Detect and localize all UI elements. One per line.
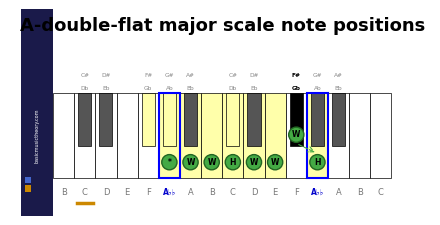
Text: A#: A# (334, 73, 343, 78)
Text: D: D (251, 188, 257, 197)
Text: C#: C# (228, 73, 237, 78)
Text: *: * (168, 158, 171, 167)
Bar (243, 93, 264, 178)
Text: W: W (271, 158, 279, 167)
Bar (307, 93, 328, 178)
Bar (138, 93, 159, 178)
Text: A-double-flat major scale note positions: A-double-flat major scale note positions (20, 17, 425, 35)
Text: W: W (187, 158, 195, 167)
Text: Ab: Ab (314, 86, 321, 91)
Bar (328, 93, 349, 178)
Bar (226, 93, 239, 146)
Text: D#: D# (249, 73, 259, 78)
Text: D: D (103, 188, 109, 197)
Text: Bb: Bb (187, 86, 194, 91)
Text: E: E (272, 188, 278, 197)
Bar (95, 93, 117, 178)
Bar (117, 93, 138, 178)
Text: A♭♭: A♭♭ (311, 188, 324, 197)
Text: C: C (230, 188, 236, 197)
Bar (159, 93, 180, 178)
Text: C: C (82, 188, 88, 197)
Text: A: A (187, 188, 194, 197)
Text: W: W (292, 130, 301, 139)
Bar (99, 93, 113, 146)
Text: G#: G# (313, 73, 322, 78)
Text: F: F (146, 188, 150, 197)
Text: A♭♭: A♭♭ (163, 188, 176, 197)
Text: basicmusictheory.com: basicmusictheory.com (35, 108, 40, 163)
Text: C#: C# (80, 73, 89, 78)
Circle shape (268, 155, 283, 170)
Bar (222, 93, 243, 178)
Text: H: H (314, 158, 321, 167)
Circle shape (246, 155, 262, 170)
Bar (74, 93, 95, 178)
Text: Gb: Gb (144, 86, 152, 91)
Bar (163, 93, 176, 146)
Text: F#: F# (144, 73, 152, 78)
Text: B: B (61, 188, 66, 197)
Text: F#: F# (292, 73, 301, 78)
Bar (159, 93, 180, 178)
Bar (53, 93, 74, 178)
Circle shape (310, 155, 325, 170)
Circle shape (289, 127, 304, 142)
Bar (201, 93, 222, 178)
Text: D#: D# (101, 73, 110, 78)
Text: G#: G# (165, 73, 174, 78)
Text: B: B (209, 188, 215, 197)
Text: Eb: Eb (250, 86, 258, 91)
Bar (247, 93, 260, 146)
Bar (184, 93, 197, 146)
Bar (264, 93, 286, 178)
Text: F: F (294, 188, 299, 197)
Bar (349, 93, 370, 178)
Bar (332, 93, 345, 146)
Text: W: W (250, 158, 258, 167)
Circle shape (162, 155, 177, 170)
Bar (180, 93, 201, 178)
Bar (286, 93, 307, 178)
Bar (25, 185, 31, 192)
Circle shape (204, 155, 219, 170)
Text: Db: Db (229, 86, 237, 91)
Bar (142, 93, 155, 146)
Bar (311, 93, 324, 146)
Text: Eb: Eb (102, 86, 110, 91)
Bar (290, 93, 303, 146)
Text: Bb: Bb (335, 86, 342, 91)
Text: Ab: Ab (165, 86, 173, 91)
Text: Gb: Gb (292, 86, 301, 91)
Text: W: W (208, 158, 216, 167)
Text: A#: A# (186, 73, 195, 78)
Text: C: C (378, 188, 384, 197)
Bar (370, 93, 392, 178)
Bar (78, 93, 92, 146)
Circle shape (225, 155, 240, 170)
Text: Db: Db (81, 86, 89, 91)
Text: H: H (230, 158, 236, 167)
Bar (307, 93, 328, 178)
Circle shape (183, 155, 198, 170)
Text: E: E (125, 188, 130, 197)
Text: A: A (336, 188, 341, 197)
Text: B: B (357, 188, 363, 197)
Bar (21, 9, 53, 216)
Bar (25, 177, 31, 183)
